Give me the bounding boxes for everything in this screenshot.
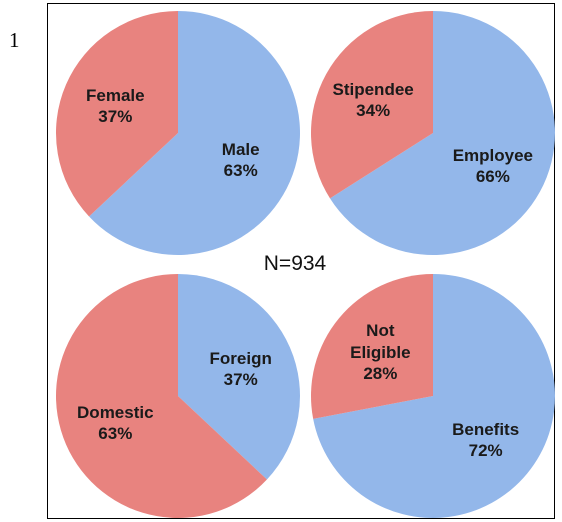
category-label: Benefits (452, 419, 520, 439)
category-label: Female (86, 85, 145, 105)
category-label: Not Eligible (350, 321, 411, 362)
value-label: 34% (356, 101, 391, 121)
slice-label: Foreign 37% (210, 348, 272, 391)
slice-label: Domestic 63% (77, 402, 154, 445)
slice-label: Male 63% (222, 139, 260, 182)
pie-slice (55, 274, 267, 518)
value-label: 63% (98, 424, 133, 444)
pie-slice (89, 11, 300, 255)
value-label: 63% (223, 161, 258, 181)
value-label: 37% (98, 106, 133, 126)
pie-slice (313, 274, 555, 518)
category-label: Male (221, 139, 260, 159)
value-label: 66% (475, 166, 510, 186)
slice-label: Female 37% (86, 85, 145, 128)
pie-slice (310, 274, 433, 419)
category-label: Foreign (209, 348, 272, 368)
frame (47, 3, 555, 519)
slice-label: Not Eligible 28% (336, 321, 424, 385)
annotation: N=934 (263, 252, 327, 275)
pie-slice (310, 11, 433, 199)
category-label: Stipendee (332, 79, 414, 99)
value-label: 28% (363, 364, 398, 384)
pie-slice (329, 11, 556, 256)
slice-label: Benefits 72% (452, 418, 519, 461)
category-label: Domestic (77, 402, 154, 422)
value-label: 37% (223, 369, 258, 389)
category-label: Employee (452, 145, 534, 165)
pie-slice (56, 11, 179, 217)
slice-label: Stipendee 34% (333, 79, 414, 122)
value-label: 72% (468, 440, 503, 460)
pie-slice (178, 274, 300, 480)
figure-label: 1 (9, 28, 20, 52)
slice-label: Employee 66% (453, 145, 533, 188)
